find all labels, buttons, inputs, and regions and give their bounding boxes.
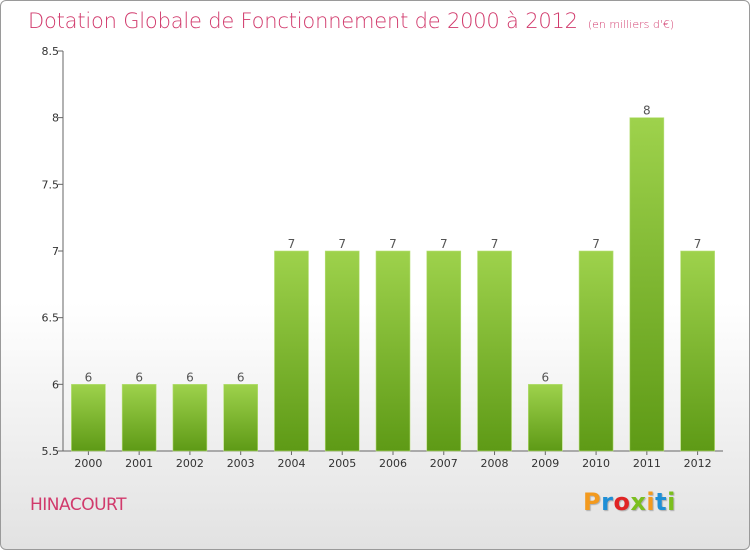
y-tick-label: 7.5	[42, 178, 60, 191]
x-tick-label: 2006	[379, 457, 407, 470]
bar-2003	[223, 384, 258, 452]
bar-2006	[375, 250, 411, 452]
y-tick-label: 5.5	[42, 445, 60, 458]
data-label: 7	[491, 237, 499, 251]
y-tick-label: 7	[52, 245, 59, 258]
bar-2000	[71, 384, 106, 452]
x-tick-label: 2008	[481, 457, 509, 470]
bar-2001	[121, 384, 157, 452]
chart-subtitle: (en milliers d'€)	[587, 18, 675, 31]
data-label: 6	[135, 370, 143, 384]
logo-letter: i	[646, 488, 656, 516]
x-tick-label: 2004	[277, 457, 305, 470]
data-label: 6	[186, 370, 194, 384]
data-label: 8	[643, 104, 651, 118]
bar-2009	[528, 384, 563, 452]
x-tick-label: 2007	[430, 457, 458, 470]
chart-axes: 5.5 6 6.5 7 7.5 8 8.5 2000 2001 2002 2003 2004 2005 2…	[42, 45, 723, 470]
place-name: HINACOURT	[30, 495, 127, 515]
y-tick-label: 8.5	[42, 45, 60, 58]
logo-letter: t	[655, 488, 668, 516]
data-label: 7	[338, 237, 346, 251]
logo-letter: i	[667, 488, 676, 516]
x-tick-label: 2000	[74, 457, 102, 470]
x-tick-label: 2005	[328, 457, 356, 470]
logo-letter: r	[601, 488, 614, 516]
y-tick-label: 6	[52, 378, 59, 391]
data-label: 6	[237, 370, 245, 384]
x-tick-label: 2011	[633, 457, 661, 470]
data-label: 7	[440, 237, 448, 251]
bar-2011	[629, 117, 665, 452]
x-tick-label: 2001	[125, 457, 153, 470]
logo-letter: o	[613, 488, 631, 516]
bar-2005	[324, 250, 360, 452]
bar-2012	[680, 250, 715, 452]
data-label: 6	[541, 370, 549, 384]
chart-bars	[71, 117, 715, 452]
proxiti-logo: Proxiti	[583, 488, 676, 516]
chart-title: Dotation Globale de Fonctionnement de 20…	[28, 9, 674, 33]
y-tick-label: 6.5	[42, 312, 60, 325]
bar-2007	[426, 250, 462, 452]
y-tick-label: 8	[52, 112, 59, 125]
chart-data-labels: 6 6 6 6 7 7 7 7 7 6 7 8 7	[85, 104, 702, 385]
data-label: 7	[389, 237, 397, 251]
data-label: 6	[85, 370, 93, 384]
x-tick-label: 2009	[531, 457, 559, 470]
x-tick-label: 2010	[582, 457, 610, 470]
bar-2002	[172, 384, 208, 452]
data-label: 7	[694, 237, 702, 251]
bar-2010	[578, 250, 614, 452]
data-label: 7	[592, 237, 600, 251]
x-tick-label: 2002	[176, 457, 204, 470]
bar-2004	[274, 250, 309, 452]
x-tick-label: 2012	[684, 457, 712, 470]
chart-title-text: Dotation Globale de Fonctionnement de 20…	[28, 9, 578, 33]
x-tick-label: 2003	[227, 457, 255, 470]
logo-letter: x	[630, 488, 647, 516]
bar-2008	[477, 250, 512, 452]
data-label: 7	[288, 237, 296, 251]
logo-letter: P	[583, 488, 602, 516]
